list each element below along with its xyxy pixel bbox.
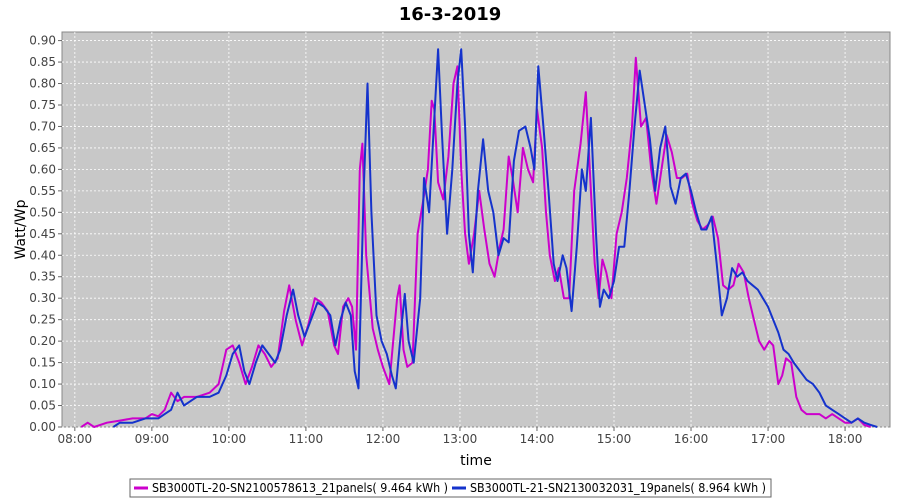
x-tick-label: 09:00 [135,432,170,446]
x-tick-label: 16:00 [674,432,709,446]
y-tick-label: 0.15 [29,356,56,370]
y-tick-label: 0.40 [29,248,56,262]
x-axis-label: time [460,453,492,469]
y-tick-label: 0.35 [29,270,56,284]
x-tick-label: 11:00 [289,432,324,446]
y-tick-label: 0.70 [29,119,56,133]
legend-label-2: SB3000TL-21-SN2130032031_19panels( 8.964… [470,481,766,495]
y-tick-label: 0.75 [29,98,56,112]
y-tick-label: 0.90 [29,34,56,48]
y-tick-label: 0.60 [29,162,56,176]
y-axis-label: Watt/Wp [13,199,29,259]
y-tick-label: 0.30 [29,291,56,305]
x-axis: 08:00 09:00 10:00 11:00 12:00 13:00 14:00 15:00… [58,427,863,446]
y-tick-label: 0.65 [29,141,56,155]
y-tick-label: 0.20 [29,334,56,348]
y-tick-label: 0.80 [29,77,56,91]
x-tick-label: 14:00 [520,432,555,446]
y-tick-label: 0.00 [29,420,56,434]
y-tick-label: 0.05 [29,399,56,413]
y-tick-label: 0.50 [29,205,56,219]
y-tick-label: 0.25 [29,313,56,327]
legend-box [129,478,772,498]
x-tick-label: 17:00 [751,432,786,446]
y-tick-label: 0.10 [29,377,56,391]
chart-title: 16-3-2019 [399,4,502,25]
x-tick-label: 15:00 [597,432,632,446]
x-tick-label: 13:00 [443,432,478,446]
y-tick-label: 0.45 [29,227,56,241]
series-group [80,48,878,428]
legend-label-1: SB3000TL-20-SN2100578613_21panels( 9.464… [152,481,448,495]
x-tick-label: 18:00 [828,432,863,446]
legend: SB3000TL-20-SN2100578613_21panels( 9.464… [129,478,772,498]
y-axis: 0.00 0.05 0.10 0.15 0.20 0.25 0.30 0.35 0.40 0.45… [29,34,62,434]
y-tick-label: 0.85 [29,55,56,69]
x-tick-label: 12:00 [366,432,401,446]
y-tick-label: 0.55 [29,184,56,198]
x-tick-label: 10:00 [212,432,247,446]
series-line-2 [112,48,878,428]
x-tick-label: 08:00 [58,432,93,446]
